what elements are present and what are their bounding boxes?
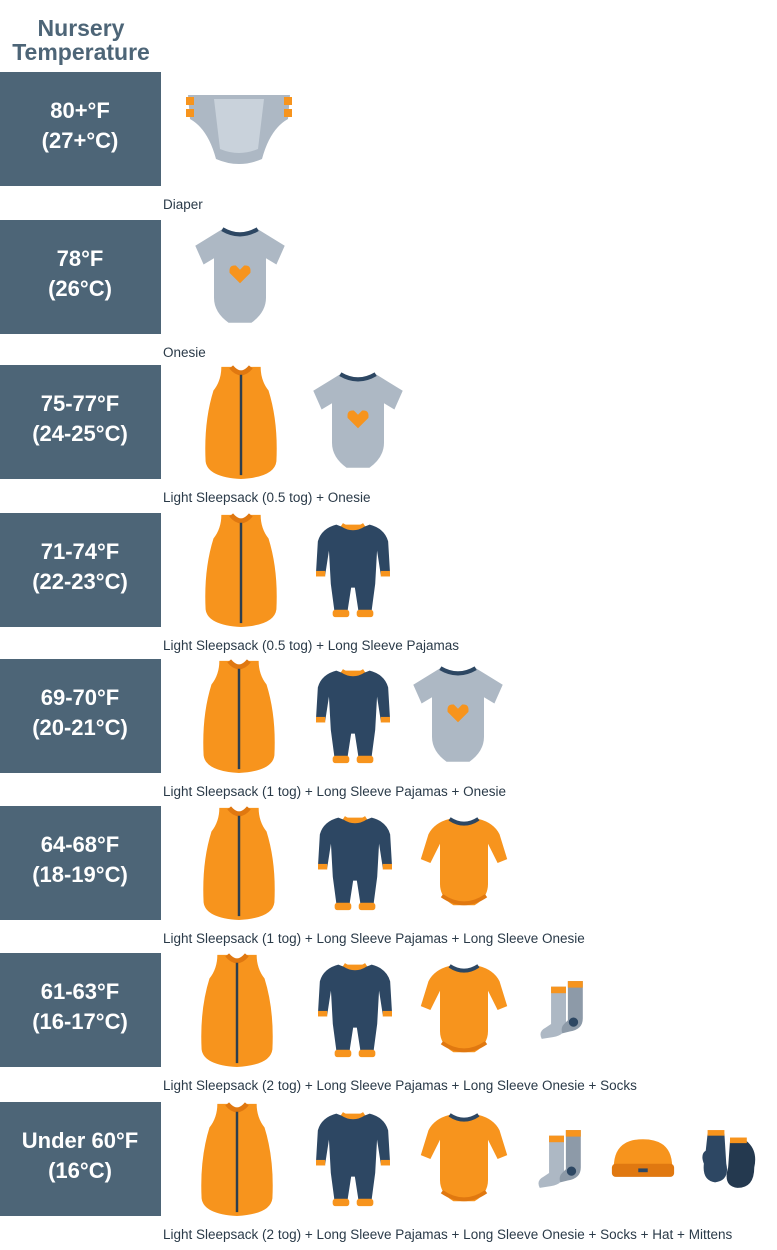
caption: Light Sleepsack (0.5 tog) + Long Sleeve …	[163, 638, 459, 653]
temp-block	[0, 1102, 161, 1216]
temp-c: (16°C)	[48, 1158, 112, 1183]
pajamas-icon	[316, 668, 390, 766]
temp-c: (20-21°C)	[32, 715, 128, 740]
sleepsack-icon	[205, 515, 276, 627]
pajamas-icon	[316, 1111, 390, 1209]
temp-block	[0, 365, 161, 479]
sleepsack-icon	[201, 955, 272, 1067]
sleepsack-icon	[203, 808, 274, 920]
caption: Light Sleepsack (2 tog) + Long Sleeve Pa…	[163, 1078, 637, 1093]
title: Nursery Temperature	[12, 15, 150, 65]
socks-icon	[540, 981, 583, 1039]
temp-block	[0, 72, 161, 186]
onesie-icon	[413, 668, 502, 762]
caption: Light Sleepsack (2 tog) + Long Sleeve Pa…	[163, 1227, 732, 1242]
hat-icon	[611, 1139, 675, 1177]
temp-f: 78°F	[57, 246, 104, 271]
temp-f: 71-74°F	[41, 539, 120, 564]
temp-block	[0, 513, 161, 627]
temp-c: (26°C)	[48, 276, 112, 301]
lsonesie-icon	[420, 963, 508, 1055]
sleepsack-icon	[203, 661, 274, 773]
temp-f: 80+°F	[50, 98, 110, 123]
pajamas-icon	[318, 815, 392, 913]
diaper-icon	[186, 95, 292, 164]
caption: Light Sleepsack (1 tog) + Long Sleeve Pa…	[163, 931, 585, 946]
temp-block	[0, 953, 161, 1067]
temp-block	[0, 220, 161, 334]
lsonesie-icon	[420, 1112, 508, 1204]
socks-icon	[538, 1130, 581, 1188]
temp-block	[0, 659, 161, 773]
sleepsack-icon	[205, 367, 276, 479]
temp-c: (16-17°C)	[32, 1009, 128, 1034]
lsonesie-icon	[420, 816, 508, 908]
temp-c: (24-25°C)	[32, 421, 128, 446]
temp-f: 61-63°F	[41, 979, 120, 1004]
temp-block	[0, 806, 161, 920]
temp-c: (27+°C)	[42, 128, 119, 153]
onesie-icon	[195, 229, 284, 323]
sleepsack-icon	[201, 1104, 272, 1216]
caption: Diaper	[163, 197, 203, 212]
temp-f: 64-68°F	[41, 832, 120, 857]
caption: Light Sleepsack (1 tog) + Long Sleeve Pa…	[163, 784, 506, 799]
temp-c: (18-19°C)	[32, 862, 128, 887]
temp-f: 75-77°F	[41, 391, 120, 416]
temp-f: Under 60°F	[22, 1128, 138, 1153]
pajamas-icon	[316, 522, 390, 620]
temp-c: (22-23°C)	[32, 569, 128, 594]
caption: Onesie	[163, 345, 206, 360]
onesie-icon	[313, 374, 402, 468]
mittens-icon	[702, 1130, 756, 1188]
pajamas-icon	[318, 962, 392, 1060]
caption: Light Sleepsack (0.5 tog) + Onesie	[163, 490, 371, 505]
temp-f: 69-70°F	[41, 685, 120, 710]
